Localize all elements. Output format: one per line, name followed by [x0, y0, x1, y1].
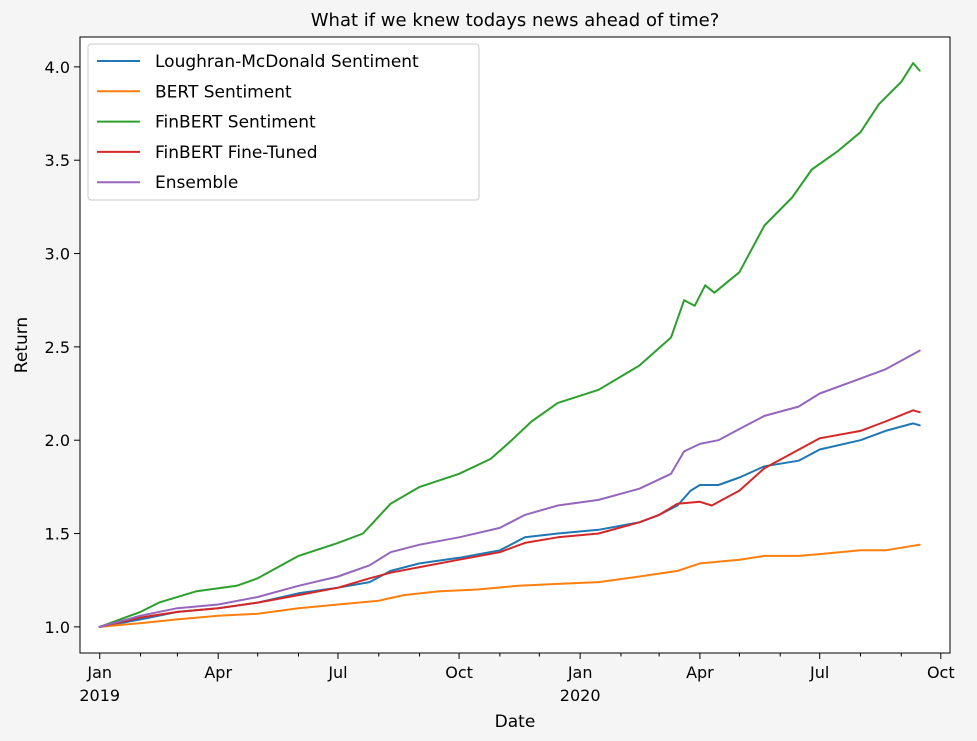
series-line-4: [98, 409, 921, 628]
series-layer: [98, 62, 921, 628]
x-tick-label: Oct: [445, 663, 473, 682]
x-tick-year-label: 2020: [560, 686, 601, 705]
y-tick-label: 1.0: [45, 618, 70, 637]
series-line-5: [98, 349, 921, 628]
x-tick-label: Apr: [204, 663, 232, 682]
y-tick-label: 2.0: [45, 431, 70, 450]
legend-label-4: FinBERT Fine-Tuned: [155, 143, 317, 163]
axes-layer: 1.0 1.5 2.0 2.5 3.0 3.5 4.0 Jan 2019 Apr Jul Oct Jan…: [45, 58, 955, 705]
y-tick-label: 3.5: [45, 151, 70, 170]
y-axis-label: Return: [12, 317, 32, 373]
x-tick-label: Jan: [86, 663, 112, 682]
x-tick-label: Oct: [927, 663, 955, 682]
y-tick-label: 3.0: [45, 245, 70, 264]
legend-label-3: FinBERT Sentiment: [155, 113, 316, 133]
x-tick-label: Apr: [686, 663, 714, 682]
chart-title: What if we knew todays news ahead of tim…: [311, 10, 720, 31]
legend-label-1: Loughran-McDonald Sentiment: [155, 52, 419, 72]
series-line-3: [98, 62, 921, 628]
x-tick-year-label: 2019: [79, 686, 120, 705]
x-tick-label: Jul: [809, 663, 829, 682]
x-tick-label: Jan: [567, 663, 593, 682]
series-line-1: [98, 422, 921, 628]
y-tick-label: 4.0: [45, 58, 70, 77]
legend-label-5: Ensemble: [155, 173, 238, 193]
legend: Loughran-McDonald Sentiment BERT Sentimen…: [87, 43, 480, 201]
legend-box: [87, 43, 480, 201]
y-tick-label: 2.5: [45, 338, 70, 357]
series-line-2: [98, 543, 921, 628]
y-tick-label: 1.5: [45, 525, 70, 544]
x-tick-label: Jul: [327, 663, 347, 682]
x-axis-label: Date: [495, 712, 536, 732]
legend-label-2: BERT Sentiment: [155, 82, 292, 102]
